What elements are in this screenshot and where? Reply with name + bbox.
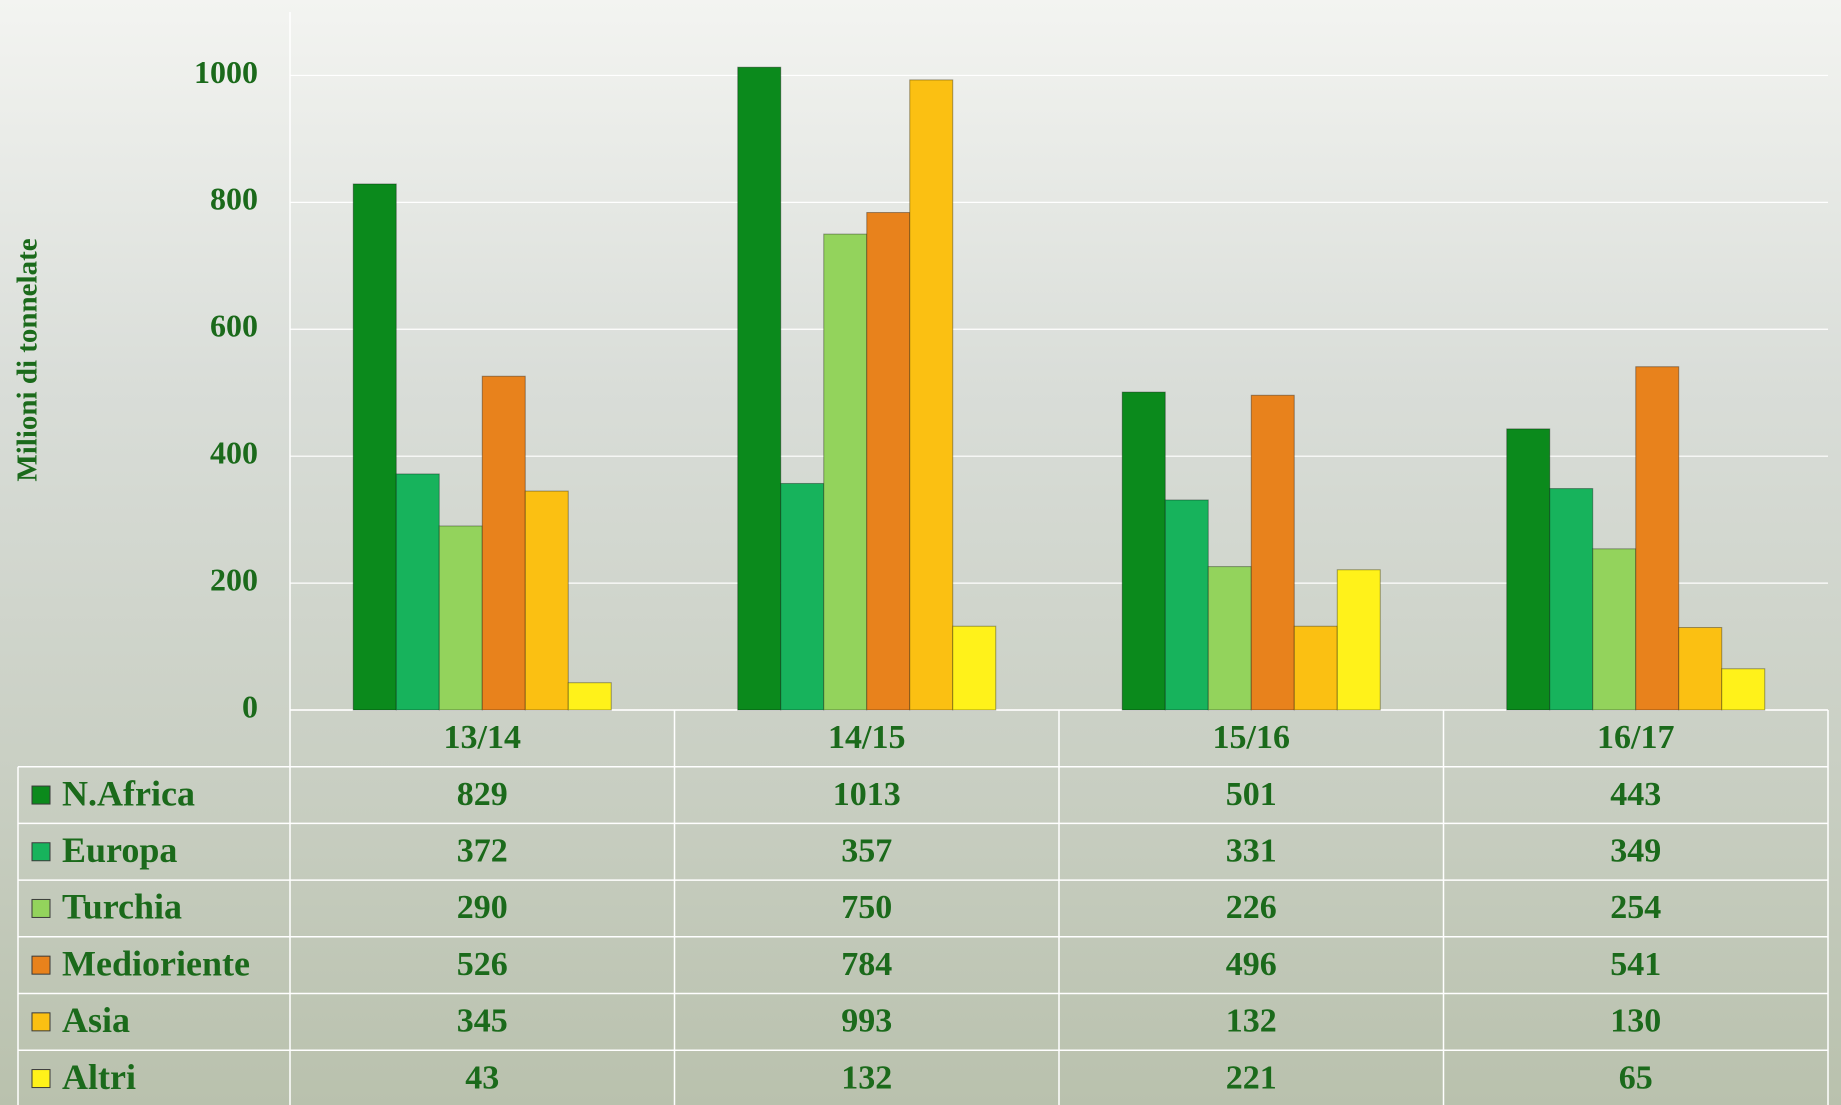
bar [1721,668,1766,711]
table-value: 290 [457,889,508,926]
table-value: 829 [457,776,508,813]
legend-swatch [31,842,51,862]
bar [952,625,997,711]
bar [438,525,483,711]
table-value: 132 [841,1059,892,1096]
table-value: 345 [457,1003,508,1040]
legend-swatch [31,898,51,918]
legend-label: Asia [62,1000,130,1040]
table-value: 750 [841,889,892,926]
bar [1121,391,1166,711]
bar [1293,625,1338,711]
y-tick-label: 1000 [194,54,258,90]
x-tick-label: 15/16 [1213,719,1290,756]
y-tick-label: 400 [210,435,258,471]
bar [1592,548,1637,711]
bar [524,490,569,711]
y-tick-label: 600 [210,308,258,344]
table-value: 526 [457,946,508,983]
x-tick-label: 16/17 [1597,719,1674,756]
legend-label: Altri [62,1057,136,1097]
table-value: 372 [457,833,508,870]
y-axis-title: Milioni di tonnelate [12,238,44,481]
legend-swatch [31,1012,51,1032]
table-value: 501 [1226,776,1277,813]
legend-swatch [31,955,51,975]
y-tick-label: 0 [242,688,258,724]
bar [909,79,954,711]
bar [1678,627,1723,711]
table-value: 349 [1610,833,1661,870]
table-value: 784 [841,946,892,983]
table-value: 541 [1610,946,1661,983]
bar [737,66,782,711]
bar [780,482,825,711]
x-tick-label: 13/14 [444,719,521,756]
legend-label: Turchia [62,887,182,927]
bar [866,212,911,711]
table-value: 496 [1226,946,1277,983]
table-value: 65 [1619,1059,1653,1096]
bar [481,375,526,711]
y-tick-label: 200 [210,561,258,597]
bar [1549,488,1594,711]
table-value: 357 [841,833,892,870]
table-value: 132 [1226,1003,1277,1040]
table-value: 1013 [833,776,901,813]
table-value: 254 [1610,889,1661,926]
bar [1250,394,1295,711]
legend-label: Europa [62,830,177,870]
bar [1336,569,1381,711]
table-value: 130 [1610,1003,1661,1040]
bar [1164,499,1209,711]
bar [567,682,612,711]
table-value: 43 [465,1059,499,1096]
table-value: 226 [1226,889,1277,926]
bar [352,183,397,711]
table-value: 221 [1226,1059,1277,1096]
legend-swatch [31,785,51,805]
bar [1207,566,1252,711]
bar [395,473,440,711]
legend-label: N.Africa [62,773,195,813]
table-value: 331 [1226,833,1277,870]
bar [1635,366,1680,711]
legend-label: Medioriente [62,943,250,983]
table-value: 993 [841,1003,892,1040]
bar [1506,428,1551,711]
legend-swatch [31,1069,51,1089]
bar [823,233,868,711]
y-tick-label: 800 [210,181,258,217]
x-tick-label: 14/15 [828,719,905,756]
table-value: 443 [1610,776,1661,813]
